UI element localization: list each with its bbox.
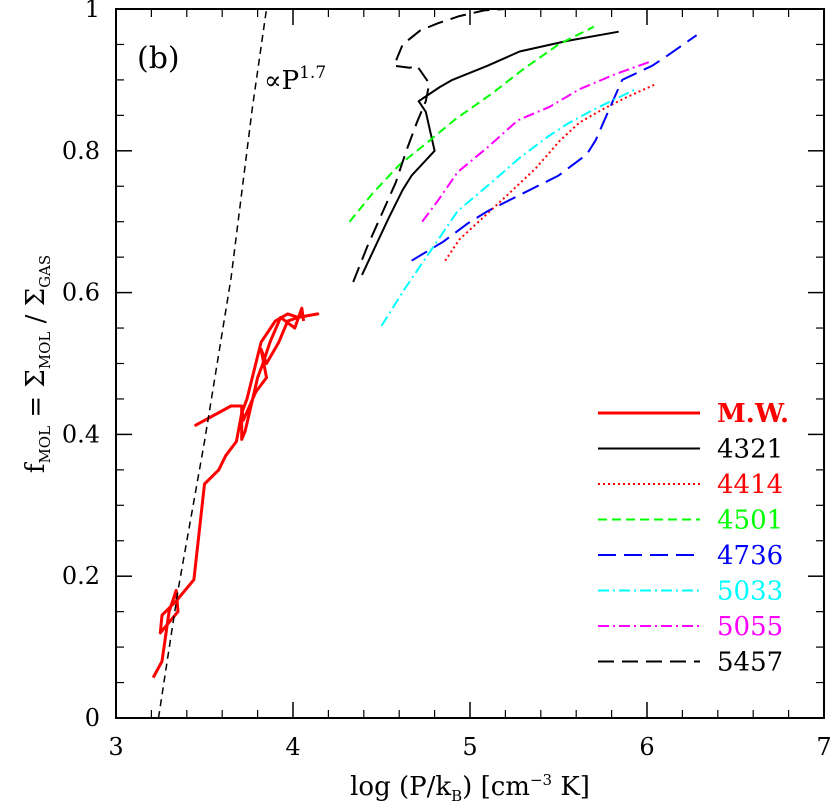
legend-label: 4321 [717,435,783,465]
xlabel-post: K] [552,772,590,802]
y-tick-label: 1 [85,0,100,23]
legend-label: 4736 [717,541,783,571]
x-tick-label: 4 [285,733,300,761]
xlabel-sub: B [451,787,462,805]
xlabel-pre: log (P/k [350,772,451,802]
series-line-4321 [361,30,619,276]
legend-label: 4414 [717,470,783,500]
legend-label: 5457 [717,648,783,678]
legend-label: 5055 [717,612,783,642]
x-tick-label: 7 [816,733,830,761]
ylabel-f: f [21,461,51,473]
axis-ticks: 3 4 5 6 7 0 0.2 0.4 0.6 0.8 1 [62,0,830,761]
xlabel-mid: ) [cm [462,772,530,802]
panel-label: (b) [137,41,180,76]
y-tick-label: 0.8 [62,137,100,165]
x-tick-label: 3 [108,733,123,761]
series-line-m-w [151,306,320,679]
y-tick-label: 0.4 [62,420,100,448]
ylabel-slash: / Σ [21,288,51,332]
legend-label: M.W. [717,399,789,429]
y-axis-label: fMOL = ΣMOL / ΣGAS [21,255,54,473]
power-law-annotation: ∝P1.7 [264,63,326,96]
series-line-4736 [411,34,698,262]
series-line-4414 [444,83,655,262]
ylabel-f-sub: MOL [36,426,54,464]
series-line-5457 [352,8,506,283]
ylabel-num-sub: MOL [36,332,54,370]
ylabel-den-sub: GAS [36,255,54,288]
power-law-reference-line [157,8,268,719]
x-tick-label: 5 [462,733,477,761]
legend: M.W. 4321 4414 4501 4736 5033 5055 5457 [598,399,789,678]
x-tick-label: 6 [639,733,654,761]
x-axis-label: log (P/kB) [cm−3 K] [350,771,590,805]
power-law-text: ∝P [264,66,299,96]
series-layer [151,8,698,719]
xlabel-sup: −3 [530,771,552,789]
series-line-4501 [348,25,595,223]
legend-label: 5033 [717,577,783,607]
y-tick-label: 0.2 [62,562,100,590]
legend-label: 4501 [717,506,783,536]
y-tick-label: 0.6 [62,279,100,307]
series-line-5033 [380,88,636,327]
y-tick-label: 0 [85,704,100,732]
series-line-5055 [421,61,650,223]
power-law-exponent: 1.7 [299,63,326,83]
ylabel-eq: = Σ [21,369,51,426]
